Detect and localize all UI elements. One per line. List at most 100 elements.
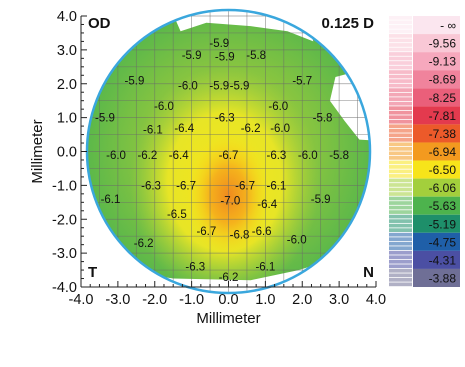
map-value-label: -6.2 xyxy=(219,272,239,284)
legend-label: -9.13 xyxy=(429,55,457,69)
legend-swatch xyxy=(389,268,412,273)
legend-color-box xyxy=(413,142,460,161)
legend-swatch xyxy=(389,79,412,83)
legend-entry: -6.06 xyxy=(389,178,460,197)
legend-color-box xyxy=(413,178,460,197)
map-value-label: -6.0 xyxy=(268,101,288,113)
legend-swatch xyxy=(389,223,412,228)
map-value-label: -6.2 xyxy=(241,123,261,135)
legend-swatch xyxy=(389,92,412,97)
legend-swatch xyxy=(389,246,412,251)
y-tick-label: 1.0 xyxy=(57,111,77,127)
x-tick-label: -1.0 xyxy=(179,292,204,308)
map-value-label: -5.9 xyxy=(215,52,235,64)
legend-swatch xyxy=(389,133,412,138)
axes: 4.03.02.01.00.0-1.0-2.0-3.0-4.0-4.0 -3.0-… xyxy=(52,9,386,308)
map-value-label: -6.0 xyxy=(298,150,318,162)
legend-swatch xyxy=(389,124,412,129)
legend-label: -6.06 xyxy=(429,181,457,195)
legend-swatch xyxy=(389,282,412,287)
legend-color-box xyxy=(413,214,460,233)
legend-swatch xyxy=(389,25,412,29)
map-value-label: -6.0 xyxy=(154,101,174,113)
legend-entry: -8.25 xyxy=(389,88,460,107)
legend-entry: -9.13 xyxy=(389,52,460,71)
legend-swatch xyxy=(389,47,412,52)
legend-entry: -5.63 xyxy=(389,196,460,215)
y-tick-label: 4.0 xyxy=(57,9,77,25)
legend-label: -6.50 xyxy=(429,163,457,177)
legend-entry: -6.50 xyxy=(389,160,460,179)
legend-swatch xyxy=(389,83,412,88)
legend-swatch xyxy=(389,214,412,219)
legend-label: -8.69 xyxy=(429,73,457,87)
legend-swatch xyxy=(389,142,412,147)
legend-label: -7.81 xyxy=(429,109,457,123)
legend-swatch xyxy=(389,56,412,61)
y-tick-label: -4.0 xyxy=(52,280,77,296)
legend-entry: -6.94 xyxy=(389,142,460,161)
legend-label: -5.19 xyxy=(429,217,457,231)
map-value-label: -6.3 xyxy=(267,150,287,162)
legend-swatch xyxy=(389,128,412,133)
legend-label: -3.88 xyxy=(429,271,457,285)
legend-color-box xyxy=(413,16,460,35)
map-value-label: -6.1 xyxy=(267,180,287,192)
map-grid xyxy=(87,10,370,293)
map-value-label: -6.0 xyxy=(178,80,198,92)
map-value-label: -5.9 xyxy=(95,113,115,125)
legend-swatch xyxy=(389,178,412,183)
map-value-label: -6.2 xyxy=(134,238,154,250)
legend-swatch xyxy=(389,228,412,232)
legend-swatch xyxy=(389,61,412,65)
legend-swatch xyxy=(389,255,412,260)
legend-swatch xyxy=(389,201,412,205)
x-tick-label: 4.0 xyxy=(366,292,386,308)
map-value-label: -6.2 xyxy=(137,150,157,162)
map-value-label: -6.6 xyxy=(252,226,272,238)
legend-color-box xyxy=(413,106,460,125)
legend-swatch xyxy=(389,137,412,142)
legend-swatch xyxy=(389,237,412,242)
legend-swatch xyxy=(389,115,412,120)
legend-label: -8.25 xyxy=(429,91,457,105)
legend-swatch xyxy=(389,219,412,223)
map-value-label: -6.3 xyxy=(215,113,235,125)
legend-swatch xyxy=(389,250,412,255)
eye-label: OD xyxy=(88,15,111,32)
legend-color-box xyxy=(413,52,460,71)
y-tick-label: -3.0 xyxy=(52,246,77,262)
legend-color-box xyxy=(413,70,460,89)
y-tick-label: 0.0 xyxy=(57,145,77,161)
x-tick-label: -3.0 xyxy=(105,292,130,308)
legend-swatch xyxy=(389,38,412,43)
legend-swatch xyxy=(389,264,412,269)
legend-swatch xyxy=(389,97,412,102)
legend-swatch xyxy=(389,52,412,56)
legend-label: -4.31 xyxy=(429,253,457,267)
y-axis-label: Millimeter xyxy=(29,119,46,183)
legend-swatch xyxy=(389,110,412,115)
step-label: 0.125 D xyxy=(321,15,374,32)
legend-swatch xyxy=(389,43,412,47)
x-tick-label: 3.0 xyxy=(329,292,349,308)
nasal-label: N xyxy=(363,264,374,281)
map-value-label: -6.1 xyxy=(143,124,163,136)
legend-color-box xyxy=(413,34,460,53)
legend-swatch xyxy=(389,232,412,237)
map-value-label: -6.4 xyxy=(257,199,277,211)
map-value-label: -6.1 xyxy=(255,262,275,274)
map-value-label: -6.7 xyxy=(196,226,216,238)
legend-color-box xyxy=(413,160,460,179)
map-value-label: -6.1 xyxy=(101,194,121,206)
legend-swatch xyxy=(389,160,412,165)
x-tick-label: -2.0 xyxy=(142,292,167,308)
map-value-label: -5.9 xyxy=(311,194,331,206)
legend-entry: -9.56 xyxy=(389,34,460,53)
map-value-label: -6.5 xyxy=(167,209,187,221)
topography-map: -5.9-5.9 -5.9 -5.8-5.9 -6.0 -5.9 -5.9 -5.7-6.0… xyxy=(29,8,386,327)
map-missing-data-right xyxy=(329,63,370,142)
legend-swatch xyxy=(389,187,412,192)
legend-entry: - ∞ xyxy=(389,16,460,35)
